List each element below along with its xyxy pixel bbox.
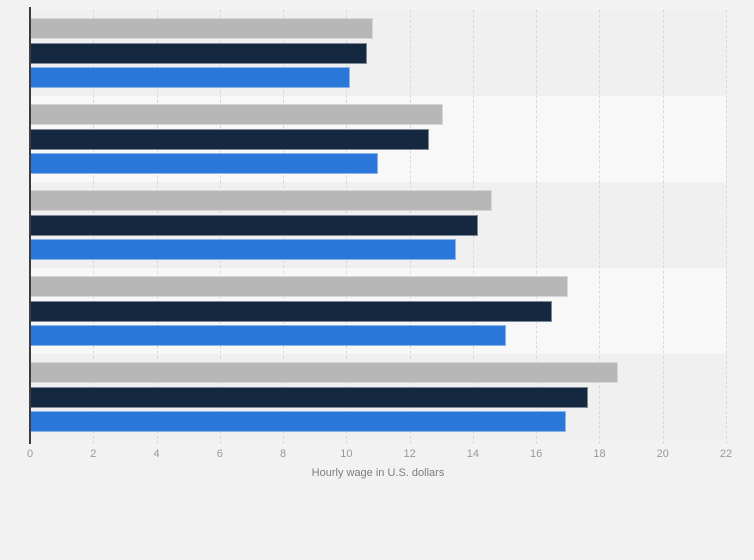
bar-blue[interactable]: [30, 239, 456, 260]
x-tick-label: 4: [153, 448, 160, 460]
bar-group: [30, 104, 726, 174]
bar-dark-navy[interactable]: [30, 214, 478, 236]
x-tick-label: 8: [280, 448, 287, 460]
plot-area: [30, 10, 727, 444]
bar-dark-navy[interactable]: [30, 128, 429, 150]
x-tick-label: 20: [656, 448, 669, 460]
bar-group: [30, 276, 726, 346]
x-tick-label: 6: [216, 448, 223, 460]
x-tick-label: 0: [26, 448, 34, 460]
category-axis-line: [29, 7, 31, 444]
bar-group: [30, 18, 726, 88]
x-tick-label: 22: [719, 448, 733, 460]
bar-dark-navy[interactable]: [30, 42, 367, 64]
gridline: [662, 10, 664, 444]
x-axis-title: Hourly wage in U.S. dollars: [311, 467, 445, 479]
bar-blue[interactable]: [30, 325, 507, 346]
x-tick-label: 18: [593, 448, 606, 460]
bar-gray[interactable]: [30, 190, 492, 211]
bar-gray[interactable]: [30, 104, 443, 125]
x-tick-label: 2: [90, 448, 97, 460]
bar-gray[interactable]: [30, 362, 619, 383]
x-tick-label: 14: [466, 448, 480, 460]
bar-dark-navy[interactable]: [30, 386, 589, 408]
bar-dark-navy[interactable]: [30, 300, 552, 322]
bar-blue[interactable]: [30, 411, 567, 432]
x-tick-label: 10: [340, 448, 353, 460]
bar-group: [30, 362, 726, 432]
gridline: [599, 10, 601, 444]
bar-gray[interactable]: [30, 18, 374, 39]
gridline: [726, 10, 727, 444]
x-tick-label: 12: [403, 448, 416, 460]
bar-gray[interactable]: [30, 276, 568, 297]
bar-group: [30, 190, 726, 260]
bar-blue[interactable]: [30, 67, 350, 88]
bar-blue[interactable]: [30, 153, 378, 174]
x-tick-labels: 0 2 4 6 8 10 12 14 16 18 20 22: [26, 448, 732, 462]
x-tick-label: 16: [530, 448, 543, 460]
gridline: [536, 10, 538, 444]
